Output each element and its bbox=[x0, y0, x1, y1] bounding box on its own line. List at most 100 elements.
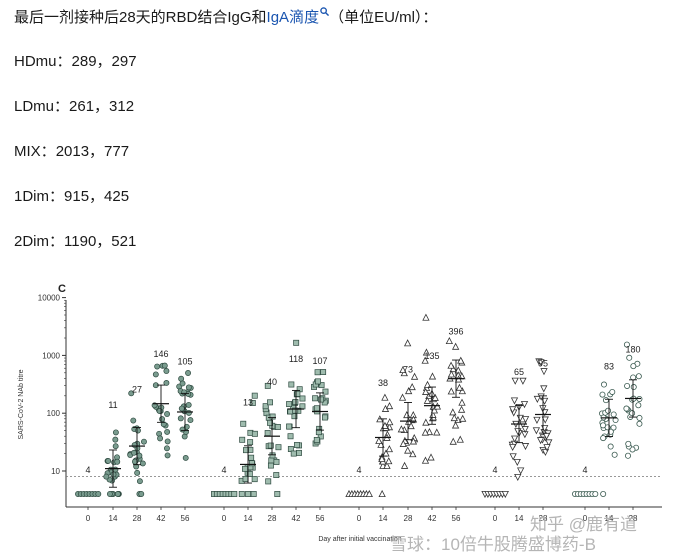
data-point bbox=[95, 491, 102, 497]
data-point bbox=[290, 450, 297, 457]
data-point bbox=[399, 439, 407, 447]
data-point bbox=[423, 396, 432, 404]
heading-suffix: （单位EU/ml）： bbox=[329, 9, 438, 26]
data-point bbox=[636, 414, 643, 421]
data-point bbox=[611, 451, 618, 458]
heading-mid[interactable]: 滴度 bbox=[289, 9, 320, 26]
result-label: 1Dim bbox=[14, 188, 50, 205]
data-point bbox=[540, 385, 548, 393]
data-point bbox=[250, 491, 257, 497]
data-point bbox=[179, 380, 186, 387]
data-point bbox=[455, 383, 464, 391]
data-point bbox=[451, 421, 460, 429]
data-point bbox=[131, 442, 138, 449]
data-point bbox=[600, 490, 607, 497]
data-point bbox=[273, 472, 280, 479]
data-point bbox=[533, 416, 541, 424]
data-point bbox=[164, 411, 171, 417]
result-label: MIX bbox=[14, 143, 41, 160]
data-point bbox=[103, 473, 110, 480]
data-point bbox=[377, 440, 385, 448]
data-point bbox=[275, 444, 282, 451]
data-point bbox=[409, 437, 418, 445]
data-point bbox=[267, 419, 274, 426]
y-tick-label: 10 bbox=[51, 467, 60, 476]
gmt-label: 38 bbox=[378, 378, 388, 388]
x-tick-label: 42 bbox=[292, 514, 301, 523]
watermark-zhihu: 知乎 @鹿有道 bbox=[530, 515, 637, 534]
data-point bbox=[517, 467, 525, 475]
data-point bbox=[185, 401, 192, 408]
data-point bbox=[605, 407, 612, 414]
data-point bbox=[532, 427, 541, 435]
gmt-label: 105 bbox=[177, 357, 192, 367]
data-point bbox=[457, 405, 466, 413]
data-point bbox=[630, 363, 637, 370]
data-point bbox=[315, 429, 322, 436]
data-point bbox=[508, 406, 517, 414]
data-point bbox=[404, 387, 413, 395]
data-point bbox=[514, 473, 522, 482]
data-point bbox=[130, 417, 137, 424]
iga-link[interactable]: IgA bbox=[266, 9, 290, 26]
data-point bbox=[408, 383, 416, 391]
gmt-label: 27 bbox=[132, 385, 142, 395]
data-point bbox=[141, 438, 147, 445]
data-point bbox=[240, 420, 247, 427]
y-tick-label: 100 bbox=[47, 409, 61, 418]
data-point bbox=[112, 436, 119, 443]
data-point bbox=[251, 476, 258, 483]
gmt-label: 83 bbox=[604, 362, 614, 372]
data-point bbox=[132, 458, 138, 465]
x-tick-label: 56 bbox=[452, 514, 461, 523]
data-point bbox=[294, 390, 301, 397]
gmt-label: 146 bbox=[153, 349, 168, 359]
data-point bbox=[114, 458, 121, 465]
data-point bbox=[378, 489, 386, 497]
x-tick-label: 14 bbox=[605, 514, 614, 523]
gmt-label: 4 bbox=[356, 465, 361, 475]
data-point bbox=[458, 387, 466, 395]
data-point bbox=[425, 427, 434, 436]
data-point bbox=[106, 491, 113, 497]
data-point bbox=[247, 439, 254, 446]
data-point bbox=[292, 398, 299, 405]
data-point bbox=[537, 359, 545, 367]
data-point bbox=[185, 370, 191, 376]
data-point bbox=[513, 458, 521, 467]
data-point bbox=[245, 491, 252, 497]
data-point bbox=[365, 489, 373, 497]
heading-prefix: 最后一剂接种后28天的RBD结合IgG和 bbox=[14, 9, 267, 26]
gmt-label: 107 bbox=[312, 356, 327, 366]
data-point bbox=[318, 396, 324, 403]
data-point bbox=[320, 369, 327, 375]
data-point bbox=[410, 372, 419, 380]
data-point bbox=[242, 465, 248, 472]
data-point bbox=[181, 389, 188, 396]
data-point bbox=[533, 395, 542, 403]
data-point bbox=[540, 397, 549, 405]
data-point bbox=[385, 402, 394, 410]
x-tick-label: 0 bbox=[583, 514, 588, 523]
data-point bbox=[163, 380, 170, 386]
data-point bbox=[246, 470, 253, 477]
data-point bbox=[112, 443, 119, 450]
data-point bbox=[383, 461, 391, 469]
result-row-hdmu: HDmu：289，297 bbox=[14, 50, 137, 71]
gmt-label: 135 bbox=[424, 351, 439, 361]
gmt-label: 396 bbox=[448, 326, 463, 336]
x-tick-label: 56 bbox=[181, 514, 190, 523]
data-point bbox=[264, 382, 271, 389]
result-row-ldmu: LDmu：261，312 bbox=[14, 95, 134, 116]
search-icon[interactable] bbox=[320, 7, 330, 16]
result-values: 1190，521 bbox=[64, 233, 137, 250]
data-point bbox=[251, 392, 258, 399]
data-point bbox=[105, 458, 112, 464]
data-point bbox=[521, 443, 530, 451]
x-tick-label: 14 bbox=[515, 514, 524, 523]
x-tick-label: 0 bbox=[222, 514, 227, 523]
data-point bbox=[267, 462, 274, 469]
gmt-label: 13 bbox=[243, 398, 253, 408]
gmt-label: 4 bbox=[492, 465, 497, 475]
data-point bbox=[288, 381, 295, 388]
